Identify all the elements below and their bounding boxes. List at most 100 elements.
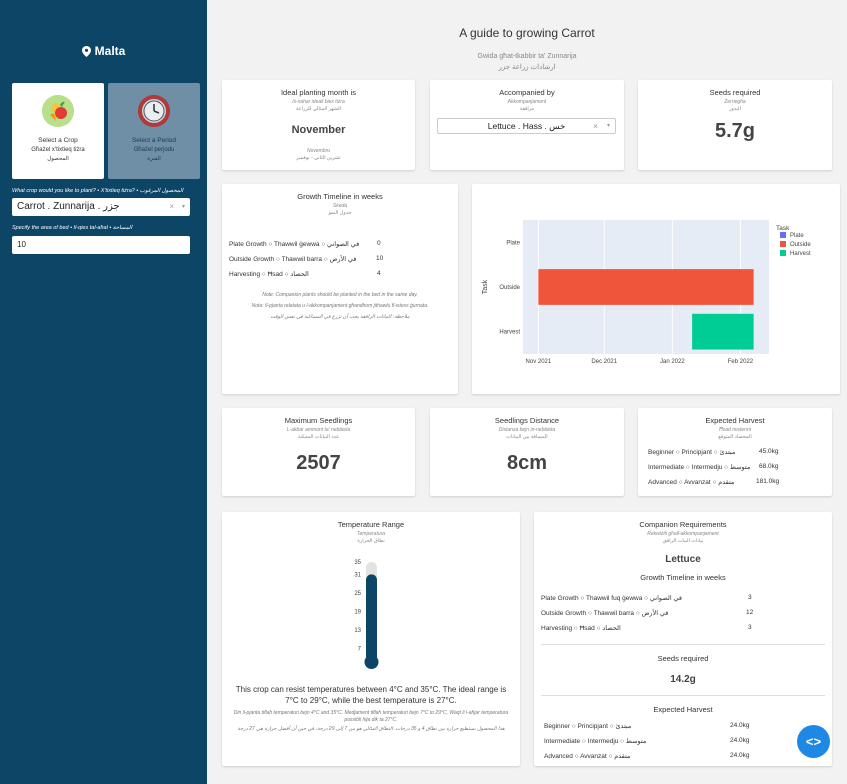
select-crop-card[interactable]: Select a Crop Għażel x'tixtieq tiżra الم…	[12, 83, 104, 179]
page-subtitle-mt: Gwida għat-tkabbir ta' Zunnarija	[477, 53, 577, 60]
page-title: A guide to growing Carrot	[459, 26, 595, 40]
y-tick-label: Outside	[499, 285, 520, 291]
period-card-l3: الفترة	[147, 156, 161, 162]
accompanied-sub-mt: Akkompanjament	[507, 99, 547, 105]
area-input-label: Specify the area of bed • Il-qies tal-aħ…	[12, 225, 133, 231]
growth-note-ar: ملاحظة: النباتات الرافقة يجب أن تزرع في …	[270, 314, 410, 320]
clear-icon[interactable]: ×	[593, 121, 598, 131]
ideal-month-sub-mt: Is-xahar ideali biex tiżra	[292, 99, 345, 105]
sidebar: Malta Select a Crop Għażel x'tixtieq tiż…	[0, 0, 207, 784]
chevron-down-icon[interactable]: ▾	[606, 123, 610, 129]
clear-icon[interactable]: ×	[169, 202, 174, 211]
accompanied-card: Accompanied by Akkompanjament مرافقة Let…	[430, 80, 624, 170]
main-content: A guide to growing Carrot Gwida għat-tka…	[207, 0, 847, 784]
temperature-title: Temperature Range	[337, 520, 405, 529]
legend-swatch[interactable]	[780, 241, 786, 247]
seeds-card: Seeds required Żerriegħa البذور 5.7g	[638, 80, 832, 170]
companion-harvest-intermediate-value: 24.0kg	[730, 737, 750, 744]
location-label: Malta	[94, 44, 126, 58]
seedling-distance-value: 8cm	[506, 452, 548, 474]
legend-swatch[interactable]	[780, 250, 786, 256]
thermometer-bulb	[364, 655, 379, 669]
temperature-tick-label: 25	[354, 591, 361, 597]
companion-harvest-advanced-label: Advanced ○ Avvanzat ○ متقدم	[544, 753, 631, 760]
code-toggle-button[interactable]: <>	[797, 725, 830, 758]
companion-row-outside-value: 12	[746, 609, 754, 616]
growth-sub-ar: جدول النمو	[328, 210, 352, 216]
area-input-value: 10	[17, 240, 26, 249]
max-seedlings-sub-mt: L-akbar ammont ta' nebbieta	[286, 427, 351, 433]
crop-select[interactable]: Carrot . Zunnarija . جزر × ▾	[12, 198, 190, 216]
companion-row-plate-label: Plate Growth ○ Thawwil fuq ġewwa ○ في ال…	[541, 595, 683, 602]
growth-row-outside-label: Outside Growth ○ Thawwil barra ○ في الأر…	[229, 256, 357, 263]
crop-card-l1: Select a Crop	[38, 137, 78, 144]
companion-harvest-beginner-label: Beginner ○ Principjant ○ مبتدئ	[544, 723, 632, 730]
legend-label[interactable]: Outside	[790, 242, 811, 248]
clock-icon	[138, 95, 170, 127]
divider	[541, 695, 825, 696]
companion-requirements-card: Companion Requirements Rekwiżiti għall-a…	[534, 512, 832, 766]
ideal-month-value-ar: تشرين الثاني - نوفمبر	[296, 155, 341, 161]
companion-harvest-title: Expected Harvest	[653, 705, 713, 714]
companion-harvest-intermediate-label: Intermediate ○ Intermedju ○ متوسط	[544, 738, 647, 745]
thermometer: 35 31 25 19 13 7	[354, 560, 379, 669]
legend-title: Task	[776, 225, 790, 232]
growth-row-harvest-label: Harvesting ○ Ħsad ○ الحصاد	[229, 271, 309, 278]
temperature-text-ar: هذا المحصول يستطيع حرارة بين نطاق 4 و 35…	[237, 726, 505, 732]
harvest-sub-mt: Ħsad mistenni	[719, 427, 751, 433]
temperature-text-mt: Din il-pjanta tiflaħ temperaturi bejn 4°…	[233, 710, 509, 723]
companion-growth-title: Growth Timeline in weeks	[640, 573, 726, 582]
temperature-text-en: This crop can resist temperatures betwee…	[235, 685, 507, 705]
growth-timeline-card: Growth Timeline in weeks Skeda جدول النم…	[222, 184, 458, 394]
y-axis-label: Task	[482, 279, 489, 294]
companion-title: Companion Requirements	[639, 520, 727, 529]
companion-row-harvest-label: Harvesting ○ Ħsad ○ الحصاد	[541, 625, 621, 632]
x-tick-label: Jan 2022	[660, 359, 685, 365]
crop-card-l3: المحصول	[47, 156, 69, 162]
max-seedlings-card: Maximum Seedlings L-akbar ammont ta' neb…	[222, 408, 415, 496]
temperature-tick-label: 31	[354, 572, 361, 578]
growth-sub-mt: Skeda	[332, 203, 348, 209]
temperature-tick-label: 35	[354, 560, 361, 566]
code-icon: <>	[805, 734, 822, 749]
ideal-month-value: November	[291, 124, 346, 136]
select-period-card[interactable]: Select a Period Għażel perjodu الفترة	[108, 83, 200, 179]
companion-row-harvest-value: 3	[748, 624, 752, 631]
growth-row-harvest-value: 4	[377, 270, 381, 277]
x-tick-label: Feb 2022	[728, 359, 754, 365]
x-tick-label: Dec 2021	[591, 359, 617, 365]
growth-note-en: Note: Companion plants should be planted…	[262, 292, 418, 298]
seedling-distance-title: Seedlings Distance	[494, 416, 560, 425]
chevron-down-icon[interactable]: ▾	[181, 204, 185, 210]
temperature-tick-label: 19	[354, 610, 361, 616]
seeds-sub-ar: البذور	[729, 106, 741, 112]
growth-row-plate-label: Plate Growth ○ Thawwil ġewwa ○ في الصوان…	[229, 241, 360, 248]
companion-seeds-value: 14.2g	[670, 674, 696, 685]
harvest-row-intermediate-value: 68.0kg	[759, 463, 779, 470]
ideal-month-sub-ar: الشهر المثالي للزراعة	[295, 106, 342, 112]
period-card-l1: Select a Period	[131, 137, 177, 144]
legend-label[interactable]: Plate	[790, 233, 804, 239]
seedling-distance-card: Seedlings Distance Distanza bejn in-nebb…	[430, 408, 624, 496]
harvest-row-beginner-value: 45.0kg	[759, 448, 779, 455]
harvest-row-advanced-label: Advanced ○ Avvanzat ○ متقدم	[648, 479, 735, 486]
companion-select-value: Lettuce . Hass . خس	[487, 121, 566, 131]
crop-select-value: Carrot . Zunnarija . جزر	[17, 201, 120, 212]
period-card-l2: Għażel perjodu	[133, 147, 175, 153]
growth-note-mt: Nota: Il-pjanta relatata u l-akkompanjam…	[251, 303, 429, 309]
temperature-card: Temperature Range Temperatura نطاق الحرا…	[222, 512, 520, 766]
companion-sub-ar: بيانات النبات الرافق	[662, 538, 704, 544]
ideal-month-title: Ideal planting month is	[280, 88, 357, 97]
temperature-sub-mt: Temperatura	[356, 531, 386, 537]
harvest-sub-ar: المحصاد المتوقع	[718, 434, 752, 440]
max-seedlings-value: 2507	[296, 452, 341, 474]
crop-icon	[42, 95, 74, 127]
companion-select[interactable]: Lettuce . Hass . خس × ▾	[437, 118, 616, 134]
legend-label[interactable]: Harvest	[790, 251, 811, 257]
seedling-distance-sub-mt: Distanza bejn in-nebbieta	[498, 427, 556, 433]
area-input[interactable]: 10	[12, 236, 190, 254]
crop-select-label: What crop would you like to plant? • X't…	[12, 188, 184, 194]
legend-swatch[interactable]	[780, 232, 786, 238]
seeds-title: Seeds required	[709, 88, 761, 97]
growth-row-plate-value: 0	[377, 240, 381, 247]
